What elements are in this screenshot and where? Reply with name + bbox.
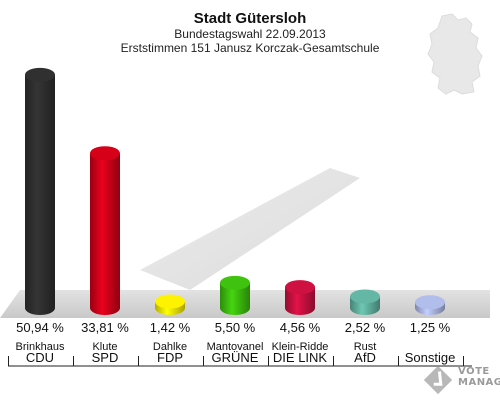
bar-cap-4 (285, 280, 315, 295)
candidate-label: Brinkhaus (16, 341, 65, 353)
votemanager-logo-icon (423, 365, 453, 395)
logo-line-vote: VOTE (458, 366, 490, 377)
chart-shadow (140, 168, 360, 290)
party-label: FDP (157, 350, 183, 365)
bar-cap-6 (415, 295, 445, 310)
bar-group (25, 67, 445, 316)
chart-title: Stadt Gütersloh (194, 10, 307, 27)
candidate-label: Mantovanel (207, 341, 264, 353)
party-label: Sonstige (405, 350, 456, 365)
bar-cap-1 (90, 146, 120, 161)
chart-subtitle-date: Bundestagswahl 22.09.2013 (174, 27, 326, 41)
bar-gr-ne (220, 282, 250, 315)
bar-cap-2 (155, 294, 185, 309)
value-label: 50,94 % (16, 320, 64, 335)
bar-spd (90, 153, 120, 315)
germany-map-icon (427, 13, 483, 95)
votemanager-logo-text: VOTE MANAGER (458, 366, 500, 388)
candidate-label: Dahlke (153, 341, 187, 353)
value-label: 5,50 % (215, 320, 256, 335)
bar-cdu (25, 74, 55, 316)
bar-cap-5 (350, 289, 380, 304)
logo-line-manager: MANAGER (458, 377, 500, 388)
party-label: CDU (26, 350, 54, 365)
party-label: SPD (92, 350, 119, 365)
value-label: 1,25 % (410, 320, 451, 335)
value-label: 33,81 % (81, 320, 129, 335)
bar-cap-3 (220, 275, 250, 290)
party-label: GRÜNE (212, 350, 259, 365)
candidate-label: Rust (354, 341, 377, 353)
bar-cap-0 (25, 67, 55, 82)
value-label: 1,42 % (150, 320, 191, 335)
chart-subtitle-district: Erststimmen 151 Janusz Korczak-Gesamtsch… (121, 41, 380, 55)
candidate-label: Klein-Ridde (272, 341, 329, 353)
candidate-label: Klute (92, 341, 117, 353)
party-label: DIE LINK (273, 350, 328, 365)
party-label: AfD (354, 350, 376, 365)
value-label: 2,52 % (345, 320, 386, 335)
bar-die-linke (285, 287, 315, 315)
value-label: 4,56 % (280, 320, 321, 335)
